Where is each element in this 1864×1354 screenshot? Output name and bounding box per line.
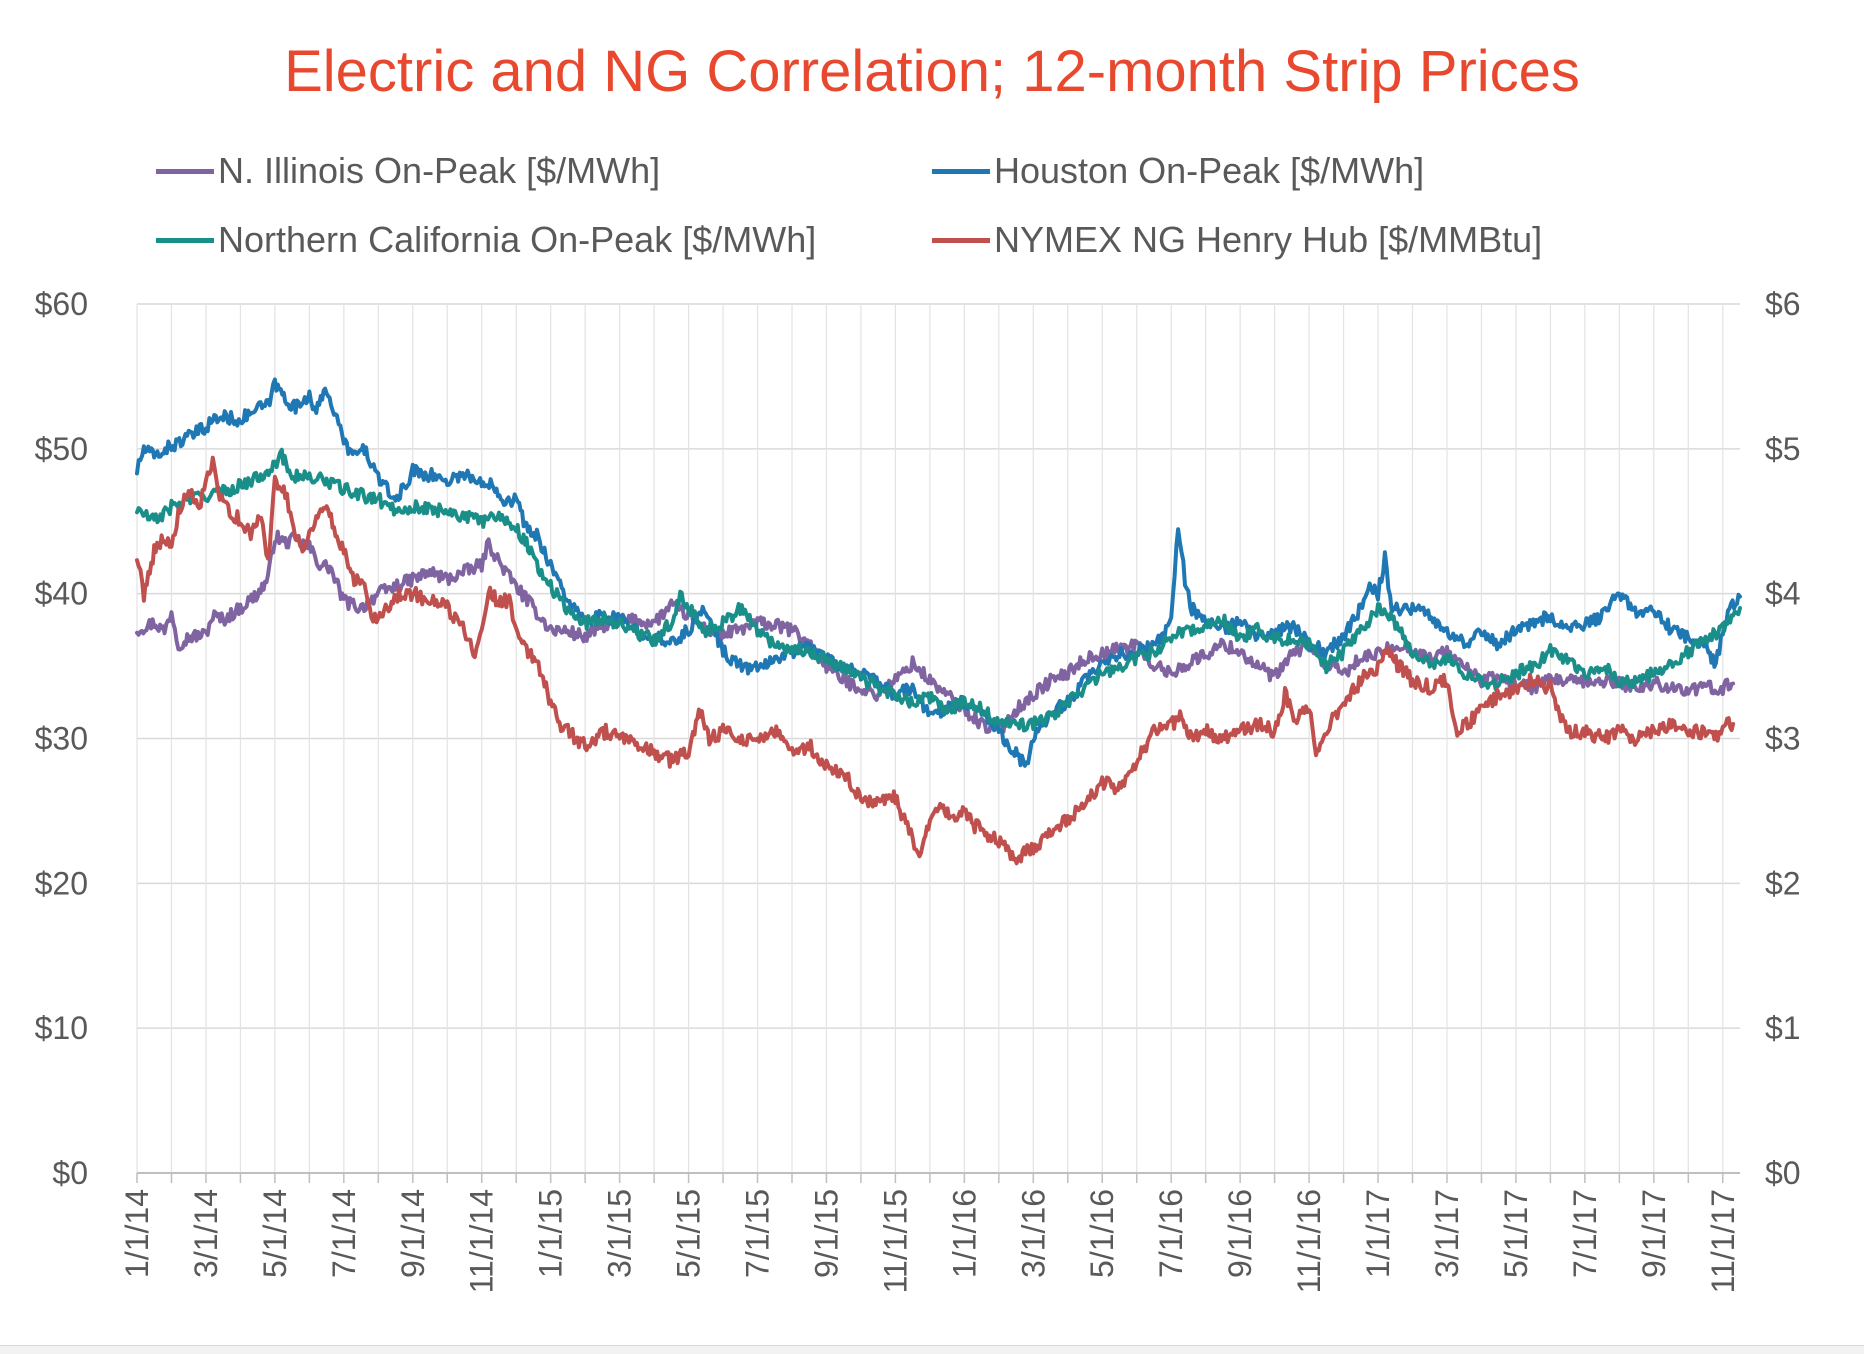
x-tick-label: 1/1/17 [1360,1189,1396,1278]
x-tick-label: 3/1/17 [1429,1189,1465,1278]
x-tick-label: 5/1/14 [257,1189,293,1278]
y-left-tick-label: $20 [35,865,88,901]
y-left-tick-label: $60 [35,286,88,322]
legend-item-n-illinois: N. Illinois On-Peak [$/MWh] [156,150,660,192]
x-tick-label: 11/1/16 [1291,1189,1327,1293]
legend-label-houston: Houston On-Peak [$/MWh] [994,150,1425,191]
x-tick-label: 5/1/15 [671,1189,707,1278]
x-tick-label: 7/1/16 [1153,1189,1189,1278]
y-right-tick-label: $3 [1765,721,1801,757]
chart-title: Electric and NG Correlation; 12-month St… [284,39,1580,104]
y-right-tick-label: $5 [1765,431,1801,467]
legend-label-northern-california: Northern California On-Peak [$/MWh] [218,219,817,260]
legend-swatch-northern-california [156,237,214,243]
legend-item-houston: Houston On-Peak [$/MWh] [932,150,1424,192]
x-tick-label: 5/1/16 [1084,1189,1120,1278]
x-tick-label: 11/1/15 [877,1189,913,1293]
x-tick-label: 7/1/14 [326,1189,362,1278]
x-tick-label: 1/1/16 [946,1189,982,1278]
y-left-tick-label: $30 [35,721,88,757]
series-line-northern-california [135,447,1742,733]
y-right-tick-label: $0 [1765,1155,1801,1191]
y-left-tick-label: $0 [52,1155,88,1191]
legend-label-henry-hub: NYMEX NG Henry Hub [$/MMBtu] [994,219,1543,260]
y-right-tick-label: $6 [1765,286,1801,322]
legend-label-n-illinois: N. Illinois On-Peak [$/MWh] [218,150,661,191]
y-left-tick-label: $40 [35,576,88,612]
x-tick-label: 1/1/15 [533,1189,569,1278]
x-tick-label: 9/1/16 [1222,1189,1258,1278]
legend-item-henry-hub: NYMEX NG Henry Hub [$/MMBtu] [932,219,1542,261]
x-tick-label: 9/1/14 [395,1189,431,1278]
x-tick-label: 1/1/14 [119,1189,155,1278]
legend-swatch-houston [932,168,990,174]
window-bottom-edge [0,1345,1864,1354]
x-tick-label: 11/1/14 [464,1189,500,1293]
x-tick-label: 3/1/16 [1015,1189,1051,1278]
x-tick-label: 9/1/15 [808,1189,844,1278]
gridlines [136,303,1740,1173]
x-tick-label: 3/1/15 [602,1189,638,1278]
y-left-tick-label: $50 [35,431,88,467]
tick-labels: $0 $10 $20 $30 $40 $50 $60 $0 $1 $2 $3 $4 $5 $6 1/1/14… [35,286,1801,1293]
series-lines [135,377,1742,866]
y-right-tick-label: $2 [1765,865,1801,901]
x-tick-label: 11/1/17 [1705,1189,1741,1293]
legend-swatch-henry-hub [932,237,990,243]
x-tick-label: 7/1/15 [740,1189,776,1278]
y-right-tick-label: $4 [1765,576,1801,612]
legend-swatch-n-illinois [156,168,214,174]
legend-item-northern-california: Northern California On-Peak [$/MWh] [156,219,816,261]
y-left-tick-label: $10 [35,1010,88,1046]
x-tick-label: 9/1/17 [1636,1189,1672,1278]
y-right-tick-label: $1 [1765,1010,1801,1046]
axes [136,1172,1740,1183]
x-tick-label: 7/1/17 [1567,1189,1603,1278]
x-tick-label: 3/1/14 [188,1189,224,1278]
series-line-houston [135,377,1742,768]
series-line-henry-hub [135,455,1736,866]
x-tick-label: 5/1/17 [1498,1189,1534,1278]
